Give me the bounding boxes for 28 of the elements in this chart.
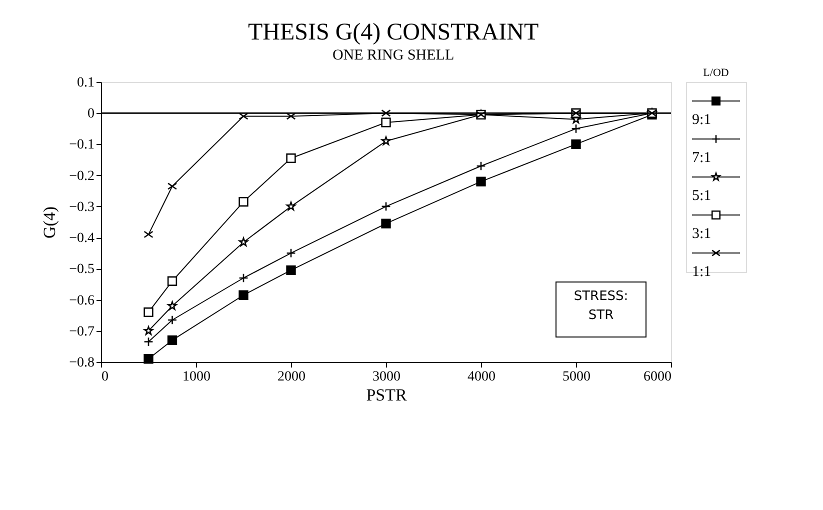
y-tick-label: −0.6 <box>69 293 94 308</box>
y-tick-label: −0.4 <box>69 231 94 246</box>
y-tick-label: −0.8 <box>69 356 94 370</box>
y-tick-label: −0.5 <box>69 262 94 278</box>
x-tick-label: 5000 <box>562 370 590 384</box>
y-tick-label: −0.3 <box>69 200 94 215</box>
y-axis-title: G(4) <box>40 206 60 239</box>
legend-label: 9:1 <box>692 112 712 128</box>
legend-title: L/OD <box>703 67 729 79</box>
legend-label: 1:1 <box>692 264 712 280</box>
y-tick-label: −0.1 <box>69 138 94 153</box>
y-tick-label: −0.2 <box>69 168 94 184</box>
x-tick-label: 1000 <box>182 370 210 384</box>
x-tick-label: 3000 <box>372 370 400 384</box>
legend-label: 7:1 <box>692 150 712 166</box>
y-tick-label: −0.7 <box>69 324 94 340</box>
x-tick-label: 4000 <box>468 370 496 384</box>
x-axis-title: PSTR <box>366 386 408 404</box>
chart-subtitle: ONE RING SHELL <box>332 48 454 64</box>
y-tick-label: 0 <box>88 106 94 122</box>
chart-title: THESIS G(4) CONSTRAINT <box>248 20 539 46</box>
x-tick-label: 6000 <box>644 370 672 384</box>
x-tick-label: 2000 <box>278 370 306 384</box>
annotation: STRESS: STR <box>574 289 628 323</box>
legend-label: 5:1 <box>692 188 712 204</box>
legend-label: 3:1 <box>692 226 712 242</box>
x-tick-label: 0 <box>102 370 108 384</box>
y-tick-label: 0.1 <box>77 76 94 90</box>
